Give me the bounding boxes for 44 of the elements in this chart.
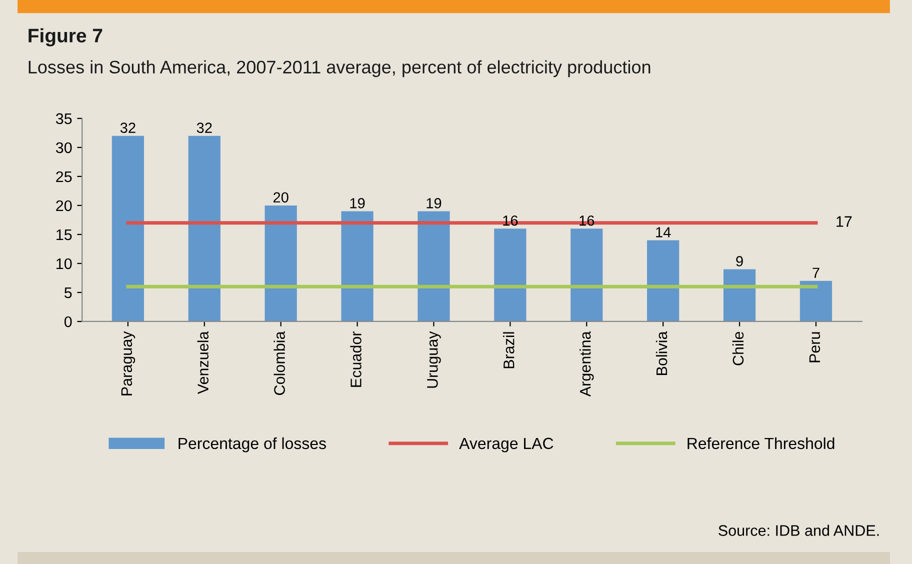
legend-label: Percentage of losses [178,437,326,452]
y-tick-label: 10 [56,258,72,270]
data-label: 14 [656,227,671,238]
x-tick-label: Uruguay [427,331,441,388]
source-note: Source: IDB and ANDE. [718,524,879,536]
data-label: 16 [580,215,594,226]
x-tick-label: Chile [732,332,744,366]
bar [494,228,526,322]
bar [341,211,374,322]
bar [188,136,220,322]
data-label: 19 [426,198,442,208]
x-tick-label: Ecuador [350,331,362,387]
y-tick-label: 30 [56,142,72,154]
data-label: 32 [120,122,136,133]
data-label: 7 [812,268,820,278]
y-tick-label: 20 [56,200,72,212]
y-tick-label: 15 [56,229,72,240]
y-tick-label: 25 [56,171,72,182]
x-tick-label: Venzuela [197,331,208,394]
x-tick-label: Bolivia [656,331,668,375]
chart-title: Figure 7 [28,28,102,46]
bar [723,269,756,322]
bar [647,240,680,322]
x-tick-label: Brazil [503,332,514,368]
y-tick-label: 35 [56,113,72,124]
x-tick-label: Paraguay [121,331,136,396]
bar [418,211,450,322]
chart-subtitle: Losses in South America, 2007-2011 average, percent of electricity production [28,60,650,78]
data-label: 19 [350,198,365,208]
data-label: 17 [836,216,852,227]
y-tick-label: 5 [64,288,72,298]
x-tick-label: Argentina [580,331,594,397]
data-label: 20 [273,192,288,203]
y-tick-label: 0 [64,316,72,328]
data-label: 32 [196,122,212,133]
legend-label: Reference Threshold [688,437,834,450]
bar [800,280,832,322]
bar [570,228,603,322]
x-tick-label: Colombia [274,331,285,395]
legend-label: Average LAC [459,438,554,452]
data-label: 9 [736,256,743,266]
bar [112,136,144,322]
x-tick-label: Peru [809,332,820,362]
data-label: 16 [503,215,518,226]
